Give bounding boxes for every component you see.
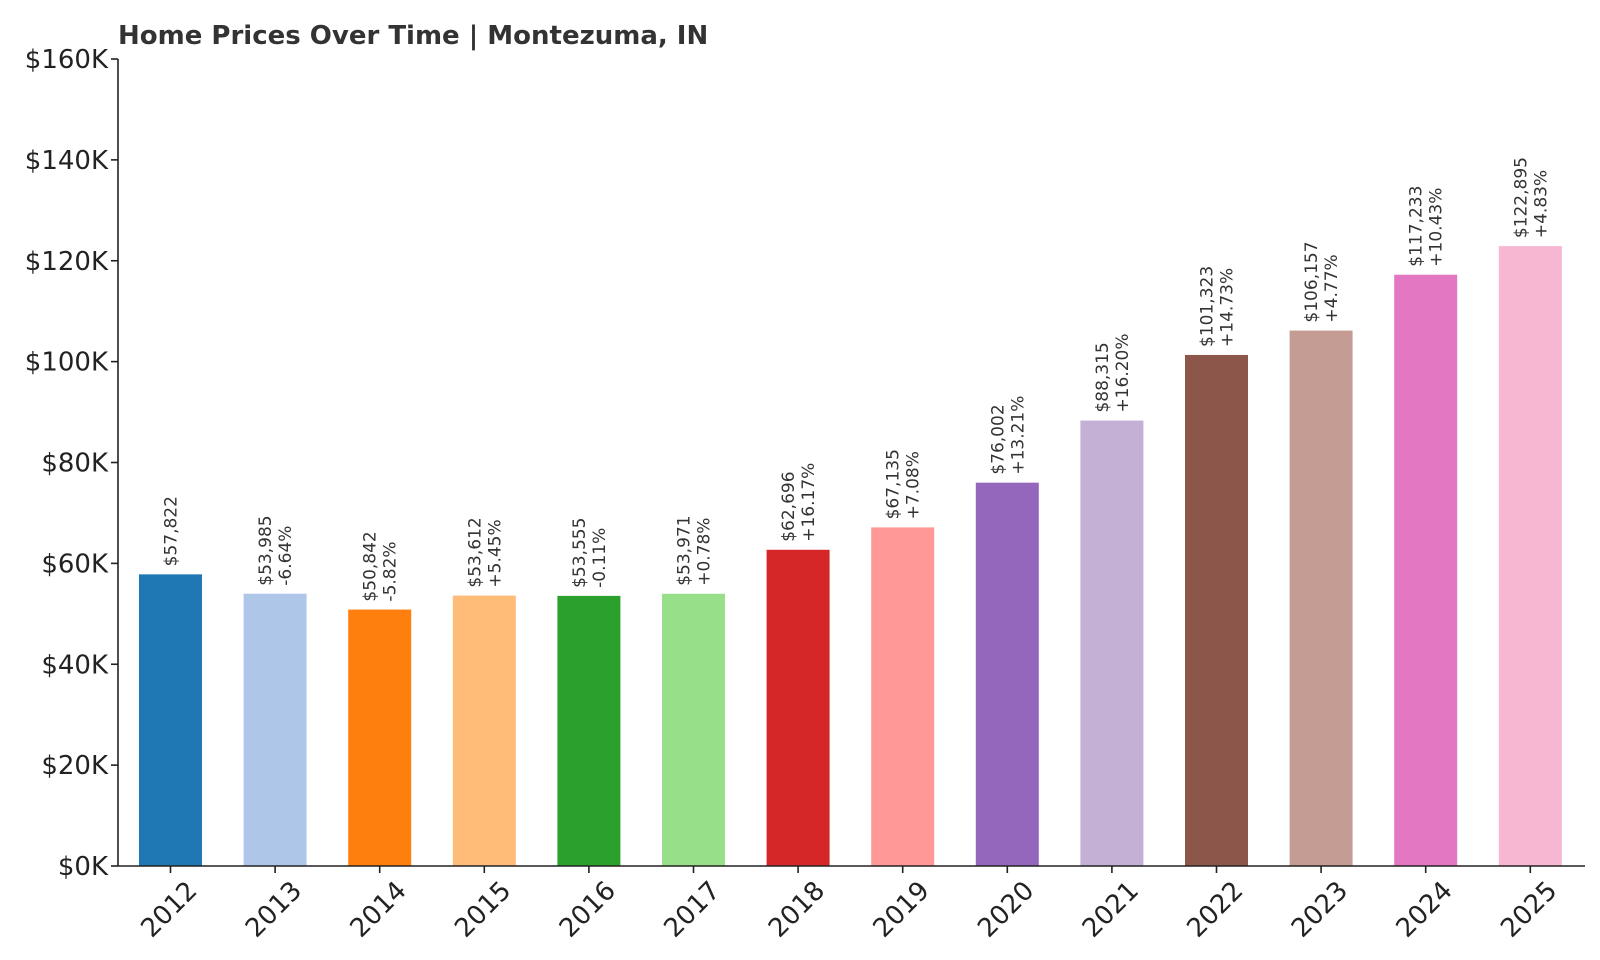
bar-2025 — [1498, 246, 1562, 867]
data-label-2020: $76,002+13.21% — [988, 396, 1028, 475]
bar-2018 — [766, 549, 830, 866]
bar-2016 — [557, 595, 621, 866]
bar-2023 — [1289, 330, 1353, 866]
data-label-2018: $62,696+16.17% — [779, 463, 819, 542]
change-label: +0.78% — [695, 518, 715, 586]
y-tick-label: $120K — [25, 247, 109, 277]
data-label-2012: $57,822 — [162, 496, 182, 566]
x-tick-label: 2018 — [763, 876, 831, 944]
value-label: $53,971 — [675, 515, 695, 585]
x-tick-label: 2022 — [1181, 876, 1249, 944]
value-label: $101,323 — [1198, 266, 1218, 347]
data-label-2024: $117,233+10.43% — [1407, 186, 1447, 267]
change-label: -6.64% — [276, 526, 296, 586]
y-tick-label: $60K — [41, 549, 109, 579]
bar-2020 — [975, 482, 1039, 866]
y-tick-label: $80K — [41, 449, 109, 479]
value-label: $50,842 — [361, 531, 381, 601]
bar-2015 — [452, 595, 516, 866]
y-tick-label: $40K — [41, 650, 109, 680]
value-label: $57,822 — [162, 496, 182, 566]
change-label: +13.21% — [1008, 396, 1028, 475]
change-label: +16.20% — [1113, 333, 1133, 412]
change-label: +4.77% — [1322, 254, 1342, 322]
value-label: $106,157 — [1302, 241, 1322, 322]
bar-2012 — [139, 574, 202, 866]
bar-2019 — [871, 527, 935, 866]
x-tick-label: 2016 — [554, 876, 622, 944]
x-tick-label: 2012 — [135, 876, 203, 944]
y-tick-label: $160K — [25, 45, 109, 75]
x-tick-label: 2023 — [1286, 876, 1354, 944]
x-tick-label: 2025 — [1495, 876, 1563, 944]
bar-2022 — [1185, 354, 1248, 866]
y-tick-label: $0K — [58, 852, 109, 882]
value-label: $53,612 — [465, 517, 485, 587]
x-tick-label: 2020 — [972, 876, 1040, 944]
data-label-2023: $106,157+4.77% — [1302, 241, 1342, 322]
chart-title: Home Prices Over Time | Montezuma, IN — [118, 21, 708, 51]
x-tick-label: 2014 — [345, 876, 413, 944]
y-tick-label: $140K — [25, 146, 109, 176]
data-labels-group: $57,822 $53,985-6.64% $50,842-5.82% $53,612… — [162, 157, 1552, 602]
data-label-2021: $88,315+16.20% — [1093, 333, 1133, 412]
y-tick-label: $100K — [25, 348, 109, 378]
change-label: -0.11% — [590, 528, 610, 588]
data-label-2015: $53,612+5.45% — [465, 517, 505, 587]
value-label: $67,135 — [884, 449, 904, 519]
x-tick-label: 2024 — [1391, 876, 1459, 944]
value-label: $122,895 — [1511, 157, 1531, 238]
data-label-2022: $101,323+14.73% — [1198, 266, 1238, 347]
value-label: $53,555 — [570, 518, 590, 588]
change-label: +14.73% — [1218, 268, 1238, 347]
bars-group — [139, 246, 1562, 867]
x-axis: 2012 2013 2014 2015 2016 2017 2018 2019 2020 2021… — [118, 865, 1585, 944]
value-label: $53,985 — [256, 515, 276, 585]
x-tick-label: 2019 — [868, 876, 936, 944]
data-label-2017: $53,971+0.78% — [675, 515, 715, 585]
data-label-2016: $53,555-0.11% — [570, 518, 610, 588]
value-label: $88,315 — [1093, 342, 1113, 412]
data-label-2014: $50,842-5.82% — [361, 531, 401, 601]
change-label: +10.43% — [1427, 188, 1447, 267]
bar-2017 — [662, 593, 725, 866]
change-label: +16.17% — [799, 463, 819, 542]
change-label: -5.82% — [381, 541, 401, 601]
x-tick-label: 2013 — [240, 876, 308, 944]
bar-2021 — [1080, 420, 1144, 866]
value-label: $117,233 — [1407, 186, 1427, 267]
data-label-2019: $67,135+7.08% — [884, 449, 924, 519]
change-label: +7.08% — [904, 451, 924, 519]
y-axis: $0K $20K $40K $60K $80K $100K $120K $140K $160K — [25, 45, 119, 882]
x-tick-label: 2015 — [449, 876, 517, 944]
data-label-2025: $122,895+4.83% — [1511, 157, 1551, 238]
value-label: $76,002 — [988, 404, 1008, 474]
x-tick-label: 2017 — [658, 876, 726, 944]
bar-2024 — [1394, 274, 1458, 866]
change-label: +5.45% — [485, 519, 505, 587]
data-label-2013: $53,985-6.64% — [256, 515, 296, 585]
bar-2013 — [243, 593, 307, 866]
change-label: +4.83% — [1531, 170, 1551, 238]
bar-2014 — [348, 609, 412, 866]
y-tick-label: $20K — [41, 751, 109, 781]
x-tick-label: 2021 — [1077, 876, 1145, 944]
value-label: $62,696 — [779, 471, 799, 541]
